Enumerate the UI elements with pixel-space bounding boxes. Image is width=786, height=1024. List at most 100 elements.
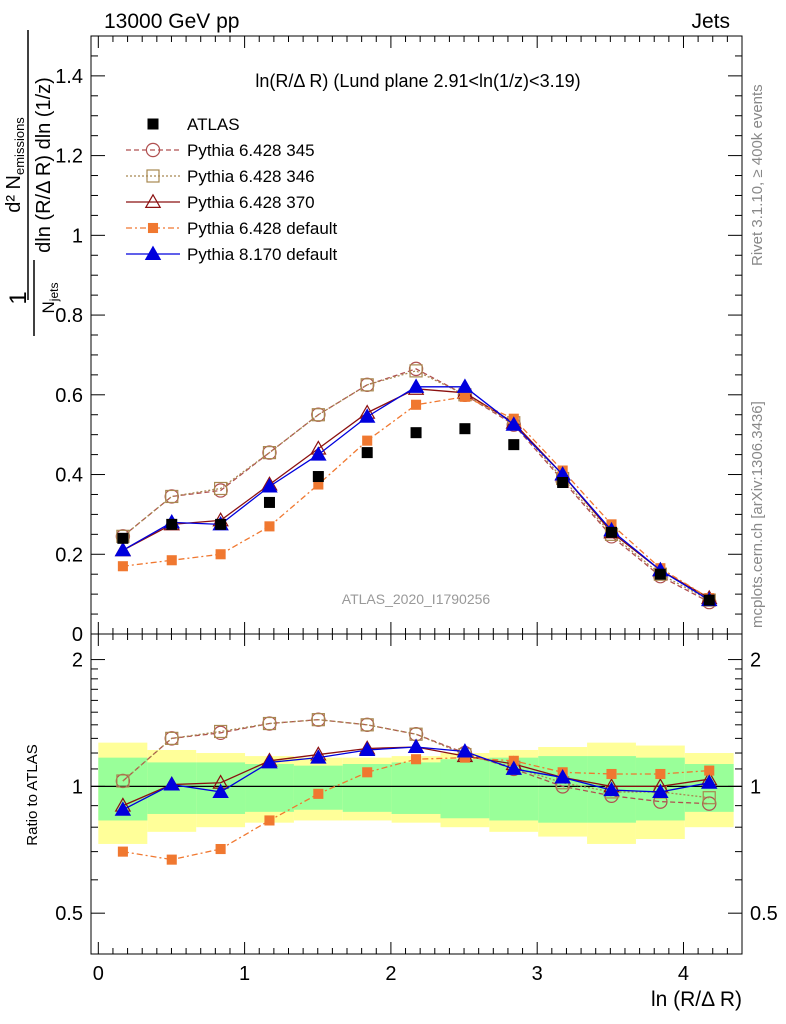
ratio-point [358, 741, 376, 756]
atlas-data-point [557, 477, 569, 489]
mcplots-note: mcplots.cern.ch [arXiv:1306.3436] [749, 401, 766, 628]
series-point [362, 435, 373, 446]
ratio-point [163, 776, 180, 791]
atlas-data-point [410, 427, 422, 439]
ratio-band-inner [391, 762, 441, 814]
legend-label: Pythia 8.170 default [187, 245, 338, 264]
ratio-point [554, 769, 571, 784]
ratio-band-inner [245, 764, 294, 812]
y-tick-label: 1.4 [55, 66, 83, 88]
watermark: ATLAS_2020_I1790256 [342, 591, 491, 607]
ratio-tick-label: 0.5 [55, 903, 83, 925]
legend: ATLAS Pythia 6.428 345 Pythia 6.428 346 Pyt… [126, 115, 338, 264]
legend-label: Pythia 6.428 default [187, 219, 338, 238]
ratio-point [603, 781, 620, 797]
svg-text:dln (R/Δ R) dln (1/z): dln (R/Δ R) dln (1/z) [33, 77, 55, 253]
legend-marker [144, 245, 162, 260]
ratio-point [212, 783, 229, 798]
atlas-data-point [166, 518, 178, 530]
legend-label: Pythia 6.428 370 [187, 193, 315, 212]
atlas-data-point [508, 439, 520, 451]
atlas-data-point [654, 568, 666, 580]
series-point [215, 549, 226, 560]
ratio-point [409, 727, 423, 741]
svg-text:1: 1 [5, 291, 32, 304]
ratio-point [166, 854, 177, 865]
ratio-point [360, 718, 374, 732]
y-tick-label: 1 [72, 225, 83, 247]
series-point [311, 407, 326, 422]
series-point [358, 408, 376, 423]
legend-entry: ATLAS [147, 115, 240, 134]
ratio-point [214, 724, 228, 739]
ratio-band-inner [440, 759, 490, 819]
rivet-note: Rivet 3.1.10, ≥ 400k events [749, 84, 766, 266]
ratio-point [652, 783, 669, 798]
ratio-point [116, 774, 130, 788]
ratio-point [117, 846, 128, 857]
atlas-data-point [459, 423, 471, 435]
y-tick-label: 0 [72, 624, 83, 646]
atlas-data-point [312, 471, 324, 483]
axes: 0 1 2 3 4 0 0.2 0.4 0.6 0.8 1 1.2 1.4 0.5 0.5 1 1 2 2 [55, 35, 778, 985]
x-tick-label: 1 [239, 963, 250, 985]
series-point [459, 391, 470, 402]
ratio-tick-label: 0.5 [750, 903, 778, 925]
atlas-data-point [117, 532, 129, 544]
legend-marker [145, 142, 161, 158]
main-y-axis-label-right: d² Nemissions dln (R/Δ R) dln (1/z) [3, 30, 55, 300]
x-tick-label: 2 [385, 963, 396, 985]
ratio-y-axis-label: Ratio to ATLAS [24, 744, 41, 845]
legend-marker [144, 193, 162, 208]
ratio-point [700, 774, 718, 789]
category-label: Jets [691, 10, 730, 33]
y-tick-label: 1.2 [55, 146, 83, 168]
legend-entry: Pythia 6.428 346 [126, 167, 315, 186]
legend-marker [146, 169, 160, 183]
series-point [166, 555, 177, 566]
series-point [456, 378, 474, 393]
ratio-point [704, 765, 715, 776]
series-point [114, 541, 132, 557]
ratio-point [407, 738, 425, 754]
atlas-data-point [263, 496, 275, 508]
series-point [117, 561, 128, 572]
series-point [311, 408, 325, 422]
legend-label: Pythia 6.428 345 [187, 141, 315, 160]
ratio-point [655, 768, 666, 780]
series-point [313, 479, 324, 490]
ratio-point [165, 731, 179, 745]
x-axis-label: ln (R/Δ R) [651, 988, 742, 1011]
ratio-point [311, 713, 325, 727]
ratio-tick-label: 1 [72, 776, 83, 798]
atlas-data-point [606, 526, 618, 538]
ratio-point [264, 815, 275, 826]
legend-marker [147, 118, 159, 130]
legend-entry: Pythia 8.170 default [126, 245, 338, 264]
chart-title: ln(R/Δ R) (Lund plane 2.91<ln(1/z)<3.19) [255, 71, 580, 91]
data-points [117, 423, 715, 606]
ratio-point [313, 788, 324, 799]
series-point [264, 521, 275, 532]
series-line [122, 388, 710, 599]
atlas-data-point [215, 518, 227, 530]
ratio-point [411, 754, 422, 765]
ratio-point [310, 749, 327, 764]
x-tick-label: 3 [532, 963, 543, 985]
ratio-plot-frame [90, 633, 743, 955]
ratio-tick-label: 2 [750, 650, 761, 672]
ratio-point [459, 752, 470, 763]
legend-entry: Pythia 6.428 370 [126, 193, 315, 212]
y-tick-label: 0.2 [55, 544, 83, 566]
ratio-point [215, 843, 226, 855]
y-tick-label: 0.6 [55, 385, 83, 407]
ratio-point [702, 791, 716, 805]
series-point [411, 399, 422, 410]
ratio-point [505, 760, 523, 775]
series-point [261, 478, 278, 493]
legend-entry: Pythia 6.428 345 [126, 141, 315, 160]
x-tick-label: 0 [93, 963, 104, 985]
series-point [214, 481, 228, 496]
series-point [262, 446, 277, 460]
